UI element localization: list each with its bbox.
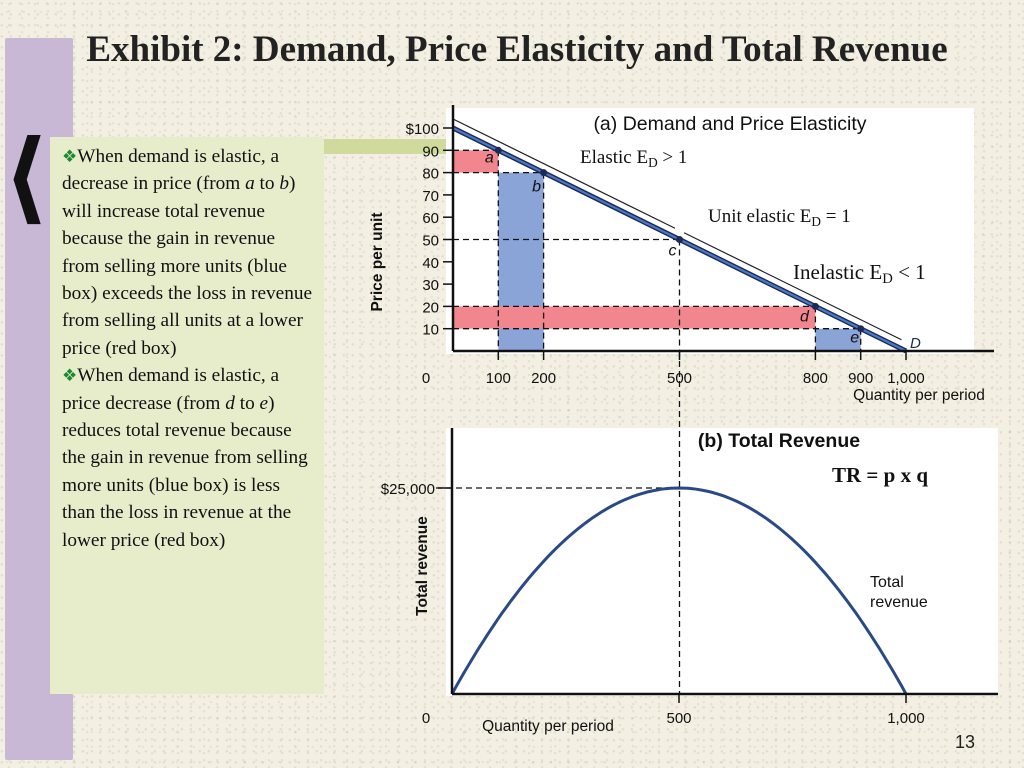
page-number: 13 [955,732,976,752]
bullet-1: ❖When demand is elastic, a decrease in p… [62,143,316,362]
elastic-annotation: Elastic ED > 1 [580,147,687,170]
a-x-tick-label-200: 200 [531,370,556,387]
bullet-1-suffix: ) will increase total revenue because th… [62,173,313,359]
bullet-2-point-d: d [225,392,235,414]
callout-connector [324,139,446,154]
a-y-tick-label-60: 60 [422,210,439,227]
bracket-glyph: ⟨ [3,117,49,235]
panel-b-background [446,428,998,696]
diamond-bullet-icon: ❖ [62,147,78,166]
a-x-tick-label-500: 500 [667,370,692,387]
unit-elastic-annotation: Unit elastic ED = 1 [708,206,851,229]
inelastic-annotation: Inelastic ED < 1 [793,260,926,287]
a-y-tick-label-20: 20 [422,299,439,316]
bullet-2-suffix: ) reduces total revenue because the gain… [62,392,308,551]
elastic-range-bracket [452,118,676,229]
a-y-tick-label-10: 10 [422,322,439,339]
b-x-tick-label-0: 0 [422,710,430,727]
bullet-1-point-a: a [245,173,255,195]
tr-series-label-line1: Total [870,574,904,591]
diamond-bullet-icon: ❖ [62,366,78,386]
b-y-tick-label-25000: $25,000 [381,481,435,498]
bullet-1-mid: to [254,173,280,195]
panel-a-y-axis-label: Price per unit [369,212,386,311]
a-y-tick-label-40: 40 [422,255,439,272]
b-x-tick-label-500: 500 [666,710,691,727]
total-revenue-curve [450,486,908,695]
explanation-panel: ❖When demand is elastic, a decrease in p… [50,137,324,694]
a-y-tick-label-30: 30 [422,277,439,294]
bullet-2-prefix: When demand is elastic, a price decrease… [62,365,280,414]
red-revenue-box-0 [453,150,499,173]
point-e [857,325,865,333]
slide-title: Exhibit 2: Demand, Price Elasticity and … [86,29,948,70]
tr-formula: TR = p x q [832,463,928,487]
tr-series-label-line2: revenue [870,594,928,611]
a-y-tick-label-70: 70 [422,188,439,205]
panel-a-x-axis-label: Quantity per period [853,387,985,404]
a-x-tick-label-1000: 1,000 [887,370,925,387]
point-label-c: c [669,243,677,260]
point-b [540,169,548,177]
red-revenue-box-2 [453,306,816,329]
point-label-e: e [850,330,859,347]
inelastic-range-bracket [683,232,902,341]
panel-b-x-axis-label: Quantity per period [482,718,614,735]
a-y-tick-label-50: 50 [422,233,439,250]
a-y-tick-label-100: $100 [406,121,439,138]
bullet-1-point-b: b [279,173,289,195]
point-d [811,302,819,310]
bullet-2-point-e: e [259,392,269,414]
a-y-tick-label-80: 80 [422,166,439,183]
point-label-d: d [800,308,810,325]
b-x-tick-label-1000: 1,000 [887,710,925,727]
blue-revenue-box-3 [815,328,861,351]
a-x-tick-label-100: 100 [486,370,511,387]
point-label-b: b [532,179,541,196]
panel-b-title: (b) Total Revenue [698,430,860,452]
panel-b-y-axis-label: Total revenue [414,516,431,616]
demand-series-label: D [910,335,921,352]
panel-a-title: (a) Demand and Price Elasticity [593,113,866,135]
a-x-tick-label-900: 900 [848,370,873,387]
point-c [676,236,683,243]
point-a [494,146,502,154]
bullet-2: ❖When demand is elastic, a price decreas… [62,362,316,554]
a-y-tick-label-90: 90 [422,143,439,160]
point-label-a: a [485,149,494,166]
a-x-tick-label-0: 0 [422,370,430,387]
bullet-1-prefix: When demand is elastic, a decrease in pr… [62,146,280,195]
bullet-2-mid: to [234,392,260,414]
a-x-tick-label-800: 800 [803,370,828,387]
